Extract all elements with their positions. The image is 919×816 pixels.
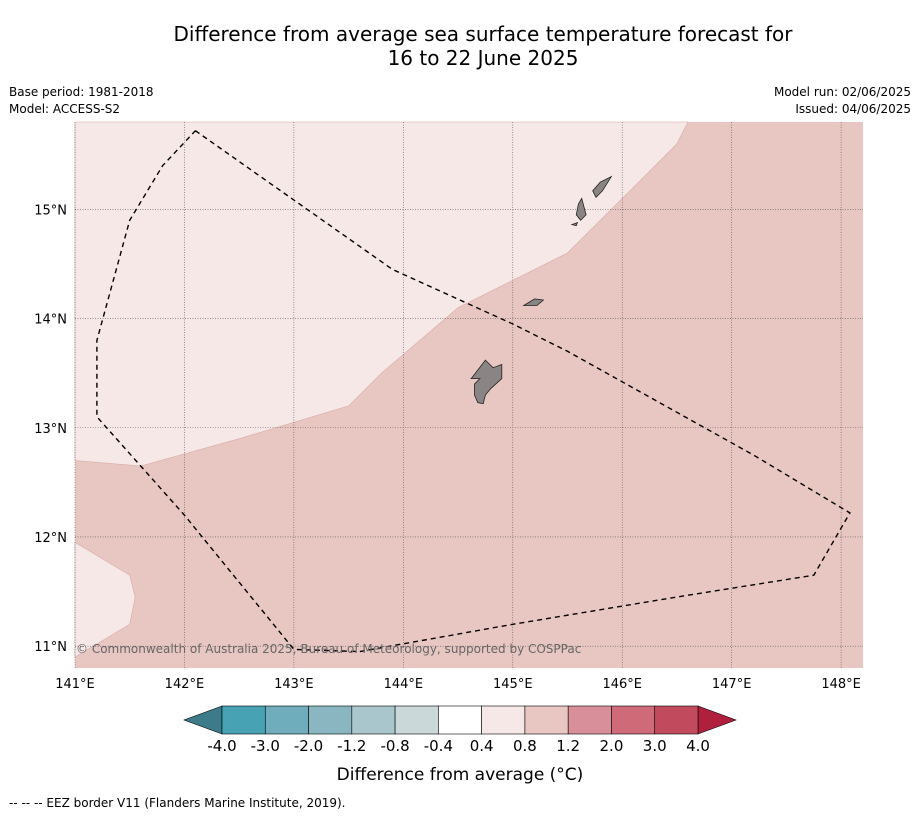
lon-label-7: 148°E xyxy=(821,677,861,692)
lat-label-2: 13°N xyxy=(34,422,67,437)
island-guam xyxy=(470,359,503,405)
colorbar-bin-2 xyxy=(308,705,353,735)
colorbar-bin-0 xyxy=(221,705,266,735)
colorbar-tick-0: -4.0 xyxy=(207,737,236,755)
colorbar-tick-2: -2.0 xyxy=(294,737,323,755)
colorbar-bin-4 xyxy=(394,705,439,735)
lon-label-4: 145°E xyxy=(493,677,533,692)
lon-label-1: 142°E xyxy=(165,677,205,692)
island-aguijan xyxy=(570,221,579,227)
latitude-labels: 11°N 12°N 13°N 14°N 15°N xyxy=(34,203,67,655)
map-gridlines xyxy=(74,122,863,668)
colorbar-tick-6: 0.4 xyxy=(470,737,494,755)
colorbar-tick-10: 3.0 xyxy=(643,737,667,755)
lat-label-0: 11°N xyxy=(34,640,67,655)
colorbar-bin-8 xyxy=(567,705,612,735)
colorbar-tick-8: 1.2 xyxy=(556,737,580,755)
lon-label-0: 141°E xyxy=(55,677,95,692)
colorbar-tick-9: 2.0 xyxy=(600,737,624,755)
lon-label-5: 146°E xyxy=(602,677,642,692)
colorbar-bin-9 xyxy=(611,705,656,735)
colorbar-high-extend xyxy=(697,705,737,735)
colorbar-bin-1 xyxy=(264,705,309,735)
lat-label-1: 12°N xyxy=(34,531,67,546)
colorbar xyxy=(183,705,737,735)
island-rota xyxy=(522,298,545,306)
island-saipan xyxy=(592,175,613,198)
lon-label-6: 147°E xyxy=(712,677,752,692)
title-line-2: 16 to 22 June 2025 xyxy=(387,46,579,70)
eez-border xyxy=(96,130,851,653)
colorbar-bin-10 xyxy=(654,705,699,735)
issued-date: Issued: 04/06/2025 xyxy=(795,102,911,116)
lat-label-3: 14°N xyxy=(34,313,67,328)
colorbar-tick-3: -1.2 xyxy=(337,737,366,755)
region-0 xyxy=(74,121,689,467)
longitude-labels: 141°E 142°E 143°E 144°E 145°E 146°E 147°E 148°E xyxy=(55,677,861,692)
colorbar-tick-5: -0.4 xyxy=(424,737,453,755)
base-period: Base period: 1981-2018 xyxy=(9,85,154,99)
lon-label-3: 144°E xyxy=(384,677,424,692)
anomaly-regions xyxy=(74,121,689,658)
map-area: © Commonwealth of Australia 2025, Bureau… xyxy=(74,121,863,668)
colorbar-bin-6 xyxy=(481,705,526,735)
colorbar-bin-3 xyxy=(351,705,396,735)
colorbar-tick-7: 0.8 xyxy=(513,737,537,755)
colorbar-tick-4: -0.8 xyxy=(380,737,409,755)
colorbar-title: Difference from average (°C) xyxy=(337,765,584,785)
header-left: Base period: 1981-2018 Model: ACCESS-S2 xyxy=(9,84,154,118)
colorbar-tick-1: -3.0 xyxy=(251,737,280,755)
colorbar-bin-5 xyxy=(438,705,482,735)
lat-label-4: 15°N xyxy=(34,203,67,218)
eez-footnote: -- -- -- EEZ border V11 (Flanders Marine… xyxy=(9,796,346,810)
colorbar-labels: -4.0 -3.0 -2.0 -1.2 -0.8 -0.4 0.4 0.8 1.2 2.0 3.0 4… xyxy=(207,737,710,755)
colorbar-bin-7 xyxy=(524,705,569,735)
colorbar-low-extend xyxy=(183,705,223,735)
colorbar-tick-11: 4.0 xyxy=(686,737,710,755)
islands xyxy=(470,175,613,405)
lon-label-2: 143°E xyxy=(274,677,314,692)
header-right: Model run: 02/06/2025 Issued: 04/06/2025 xyxy=(774,84,911,118)
map-title: Difference from average sea surface temp… xyxy=(0,22,919,70)
title-line-1: Difference from average sea surface temp… xyxy=(173,22,793,46)
island-tinian xyxy=(575,197,587,221)
copyright-notice: © Commonwealth of Australia 2025, Bureau… xyxy=(76,642,581,656)
model-name: Model: ACCESS-S2 xyxy=(9,102,121,116)
model-run: Model run: 02/06/2025 xyxy=(773,85,911,99)
